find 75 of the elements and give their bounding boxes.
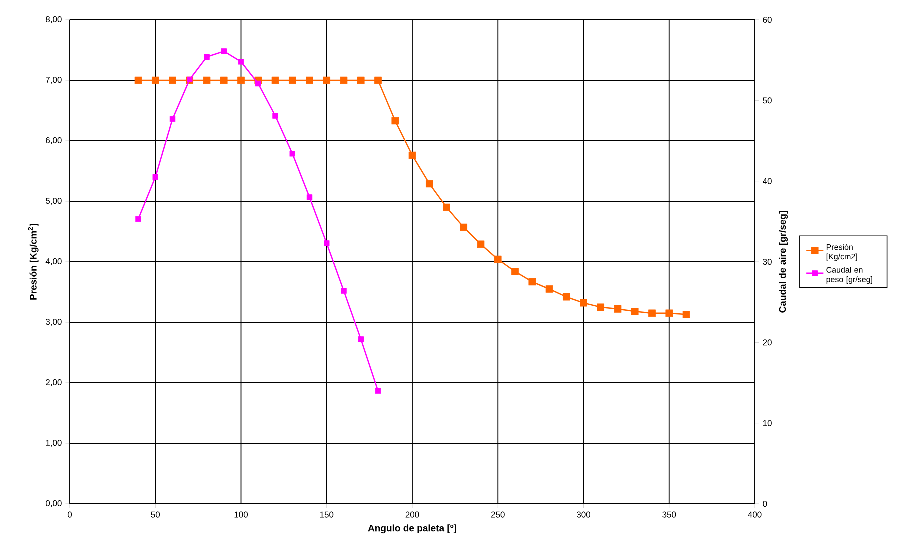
point xyxy=(152,174,158,180)
x-tick-label: 150 xyxy=(320,512,334,518)
point xyxy=(631,308,639,316)
point xyxy=(272,76,280,84)
x-tick-label: 250 xyxy=(491,512,505,518)
point xyxy=(426,180,434,188)
x-tick-label: 0 xyxy=(68,512,72,518)
point xyxy=(546,286,554,293)
y-tick-label: 5,00 xyxy=(46,198,62,206)
x-tick-label: 400 xyxy=(748,512,762,518)
point xyxy=(256,80,262,87)
point xyxy=(152,76,160,84)
point xyxy=(169,76,176,84)
point xyxy=(512,268,519,276)
y2-tick-label: 20 xyxy=(763,340,772,346)
x-tick-label: 300 xyxy=(576,512,591,518)
x-tick-label: 100 xyxy=(234,512,248,518)
y-axis-title: Presión [Kg/cm$^{2}$] xyxy=(28,224,39,300)
y2-tick-label: 40 xyxy=(762,178,772,184)
point xyxy=(288,76,296,84)
point xyxy=(597,304,605,312)
y-tick-label: 1,00 xyxy=(46,440,62,448)
point xyxy=(170,116,176,122)
point xyxy=(203,76,211,84)
point xyxy=(682,310,690,318)
x-tick-label: 200 xyxy=(406,512,420,518)
point xyxy=(528,278,536,286)
point xyxy=(136,216,142,222)
point xyxy=(477,240,485,248)
point xyxy=(272,113,278,119)
y2-tick-label: 30 xyxy=(763,259,772,266)
y-tick-label: 3,00 xyxy=(46,318,62,326)
point xyxy=(204,54,210,60)
point xyxy=(238,59,244,65)
x-tick-label: 350 xyxy=(662,512,676,518)
y-tick-label: 0,00 xyxy=(46,500,62,508)
point xyxy=(374,76,382,84)
legend-label: Caudal en peso [gr/seg] xyxy=(826,267,872,284)
point xyxy=(341,288,347,294)
point xyxy=(324,240,330,246)
y-tick-label: 4,00 xyxy=(46,258,62,266)
y-tick-label: 2,00 xyxy=(46,379,62,387)
point xyxy=(460,224,468,232)
legend-label: Presión [Kg/cm2] xyxy=(826,244,858,262)
point xyxy=(443,204,450,212)
y-tick-label: 8,00 xyxy=(46,16,62,24)
y-tick-label: 7,00 xyxy=(46,76,62,84)
y2-axis-title: Caudal de aire [gr/seg] xyxy=(779,211,788,313)
y2-tick-label: 50 xyxy=(763,98,772,104)
point xyxy=(648,310,656,318)
point xyxy=(494,256,502,264)
point xyxy=(408,152,416,160)
x-axis-title: Angulo de paleta [º] xyxy=(368,524,456,534)
point xyxy=(290,151,296,157)
point xyxy=(340,76,348,84)
point xyxy=(221,48,227,54)
point xyxy=(580,299,588,307)
y2-tick-label: 0 xyxy=(763,501,768,508)
point xyxy=(375,388,382,394)
x-tick-label: 50 xyxy=(151,512,160,518)
point xyxy=(220,76,228,84)
point xyxy=(666,310,674,318)
point xyxy=(323,76,331,84)
y2-tick-label: 60 xyxy=(763,17,772,24)
y2-tick-label: 10 xyxy=(763,420,772,426)
point xyxy=(358,336,364,342)
point xyxy=(238,76,245,84)
point xyxy=(306,194,313,200)
point xyxy=(392,117,400,125)
point xyxy=(134,76,142,84)
point xyxy=(306,76,314,84)
point xyxy=(562,293,570,301)
point xyxy=(614,306,622,313)
y-tick-label: 6,00 xyxy=(46,137,62,145)
point xyxy=(357,76,365,84)
